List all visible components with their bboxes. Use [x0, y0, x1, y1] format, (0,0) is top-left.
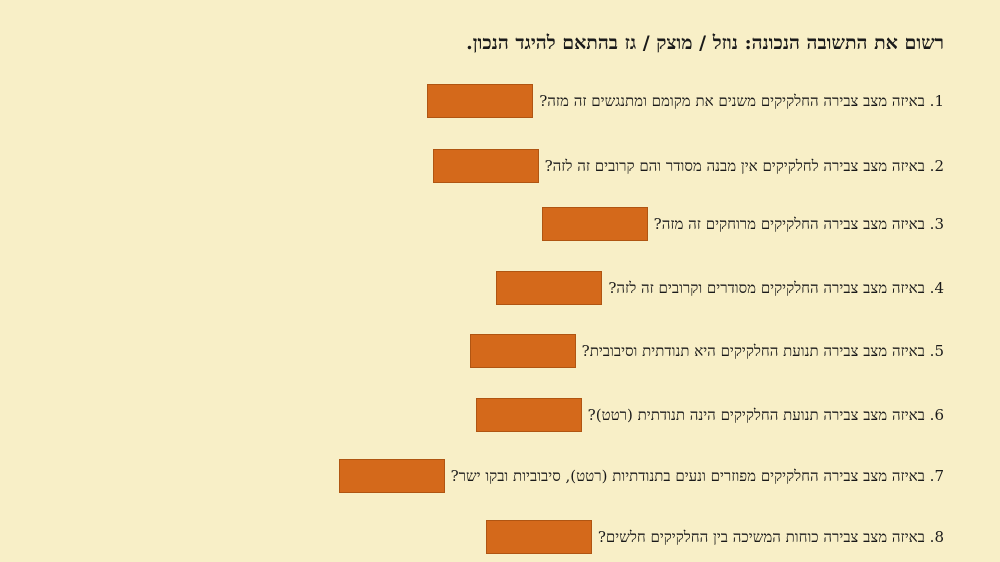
answer-box-4[interactable]: [496, 271, 603, 305]
question-row-7: 7. באיזה מצב צבירה החלקיקים מפוזרים ונעי…: [338, 458, 944, 494]
question-text: 1. באיזה מצב צבירה החלקיקים משנים את מקו…: [539, 91, 944, 110]
question-row-3: 3. באיזה מצב צבירה החלקיקים מרוחקים זה מ…: [541, 206, 944, 242]
answer-box-3[interactable]: [541, 207, 648, 241]
question-row-4: 4. באיזה מצב צבירה החלקיקים מסודרים וקרו…: [496, 270, 944, 306]
question-row-6: 6. באיזה מצב צבירה תנועת החלקיקים הינה ת…: [475, 397, 944, 433]
page-title: רשום את התשובה הנכונה: נוזל / מוצק / גז …: [466, 32, 944, 54]
question-text: 8. באיזה מצב צבירה כוחות המשיכה בין החלק…: [597, 527, 944, 546]
question-row-1: 1. באיזה מצב צבירה החלקיקים משנים את מקו…: [427, 83, 944, 119]
question-text: 6. באיזה מצב צבירה תנועת החלקיקים הינה ת…: [587, 405, 944, 424]
question-row-2: 2. באיזה מצב צבירה לחלקיקים אין מבנה מסו…: [432, 148, 944, 184]
question-text: 7. באיזה מצב צבירה החלקיקים מפוזרים ונעי…: [450, 466, 944, 485]
answer-box-5[interactable]: [469, 334, 576, 368]
answer-box-8[interactable]: [485, 520, 592, 554]
question-row-5: 5. באיזה מצב צבירה תנועת החלקיקים היא תנ…: [469, 333, 944, 369]
question-text: 2. באיזה מצב צבירה לחלקיקים אין מבנה מסו…: [544, 156, 944, 175]
question-row-8: 8. באיזה מצב צבירה כוחות המשיכה בין החלק…: [485, 519, 944, 555]
answer-box-6[interactable]: [475, 398, 582, 432]
answer-box-2[interactable]: [432, 149, 539, 183]
answer-box-7[interactable]: [338, 459, 445, 493]
answer-box-1[interactable]: [427, 84, 534, 118]
question-text: 5. באיזה מצב צבירה תנועת החלקיקים היא תנ…: [581, 341, 944, 360]
question-text: 3. באיזה מצב צבירה החלקיקים מרוחקים זה מ…: [653, 214, 944, 233]
question-text: 4. באיזה מצב צבירה החלקיקים מסודרים וקרו…: [608, 278, 944, 297]
